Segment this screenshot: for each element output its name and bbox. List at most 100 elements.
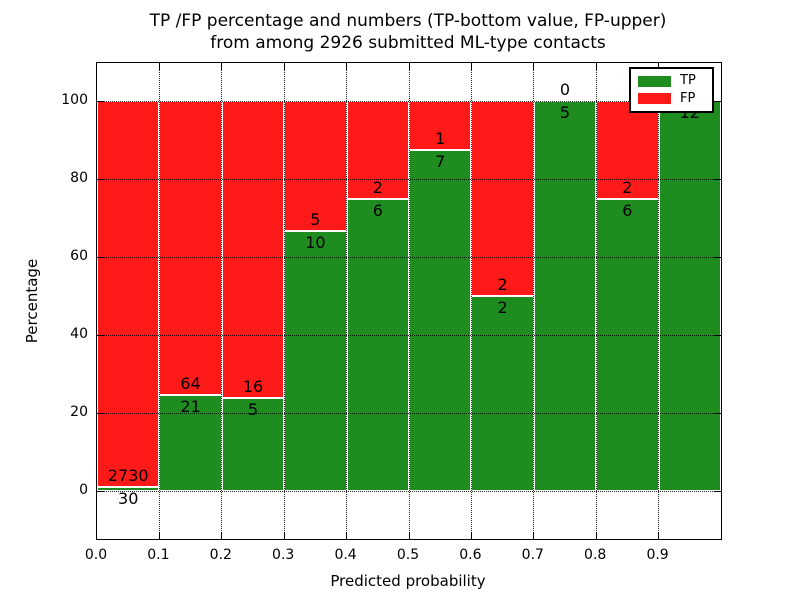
x-tick-label: 0.8	[584, 547, 607, 563]
bar-fp-segment	[409, 101, 472, 150]
x-tick-mark	[221, 63, 223, 70]
v-gridline	[158, 63, 160, 539]
bar-tp-segment	[97, 486, 160, 491]
y-tick-label: 0	[79, 482, 88, 498]
fp-count-label: 2	[622, 177, 633, 197]
y-tick-label: 60	[70, 248, 88, 264]
y-tick-mark	[714, 178, 721, 180]
bar-fp-segment	[159, 101, 222, 395]
fp-count-label: 16	[242, 377, 264, 397]
chart-title-line2: from among 2926 submitted ML-type contac…	[210, 33, 606, 53]
x-tick-mark	[408, 63, 410, 70]
bar-tp-segment	[596, 198, 659, 491]
legend: TP FP	[629, 67, 714, 113]
v-gridline	[533, 63, 535, 539]
fp-count-label: 2	[497, 275, 508, 294]
y-tick-label: 40	[70, 326, 88, 342]
tp-count-label: 7	[435, 151, 446, 171]
x-tick-mark	[346, 532, 348, 539]
chart-title: TP /FP percentage and numbers (TP-bottom…	[96, 10, 720, 54]
chart-title-line1: TP /FP percentage and numbers (TP-bottom…	[149, 11, 667, 31]
bar-tp-segment	[409, 149, 472, 491]
x-tick-label: 0.1	[147, 547, 170, 563]
legend-label-tp: TP	[680, 73, 696, 89]
y-tick-mark	[714, 412, 721, 414]
y-tick-mark	[714, 100, 721, 102]
bar-tp-segment	[658, 101, 721, 491]
x-tick-label: 0.2	[209, 547, 232, 563]
x-tick-mark	[158, 532, 160, 539]
v-gridline	[283, 63, 285, 539]
x-tick-label: 0.0	[84, 547, 108, 563]
fp-count-label: 5	[310, 210, 321, 229]
fp-count-label: 2730	[107, 465, 149, 485]
legend-item-fp: FP	[638, 90, 705, 106]
x-tick-label: 0.7	[521, 547, 544, 563]
x-tick-mark	[283, 63, 285, 70]
v-gridline	[470, 63, 472, 539]
y-tick-label: 80	[70, 170, 88, 186]
x-tick-mark	[346, 63, 348, 70]
y-tick-mark	[714, 256, 721, 258]
bar-fp-segment	[346, 101, 409, 199]
x-tick-mark	[470, 532, 472, 539]
fp-swatch-icon	[638, 93, 671, 105]
bar-tp-segment	[159, 394, 222, 491]
x-tick-label: 0.6	[459, 547, 482, 563]
x-tick-label: 0.5	[396, 547, 420, 563]
bar-fp-segment	[97, 101, 160, 487]
v-gridline	[658, 63, 660, 539]
plot-area: TP FP 27303064211655102617220526012	[96, 62, 722, 540]
x-tick-mark	[533, 532, 535, 539]
y-tick-mark	[97, 100, 104, 102]
tp-count-label: 6	[622, 200, 633, 220]
bar-fp-segment	[471, 101, 534, 296]
y-tick-mark	[97, 490, 104, 492]
y-tick-mark	[714, 334, 721, 336]
tp-count-label: 10	[305, 233, 326, 252]
x-tick-mark	[470, 63, 472, 70]
y-tick-mark	[97, 412, 104, 414]
x-tick-mark	[595, 532, 597, 539]
y-tick-label: 20	[70, 404, 88, 420]
tp-count-label: 21	[180, 396, 201, 416]
bar-tp-segment	[533, 101, 597, 491]
y-tick-mark	[97, 334, 104, 336]
v-gridline	[595, 63, 597, 539]
fp-count-label: 64	[180, 373, 201, 393]
x-tick-mark	[283, 532, 285, 539]
x-tick-mark	[595, 63, 597, 70]
y-tick-label: 100	[61, 92, 88, 108]
x-tick-mark	[408, 532, 410, 539]
x-tick-mark	[221, 532, 223, 539]
x-tick-mark	[658, 532, 660, 539]
x-tick-mark	[658, 63, 660, 70]
legend-label-fp: FP	[680, 90, 696, 106]
x-tick-label: 0.3	[272, 547, 295, 563]
v-gridline	[221, 63, 223, 539]
bar-tp-segment	[471, 296, 534, 491]
x-tick-mark	[158, 63, 160, 70]
y-tick-mark	[714, 490, 721, 492]
y-tick-mark	[97, 256, 104, 258]
tp-count-label: 2	[497, 298, 508, 317]
fp-count-label: 0	[559, 80, 571, 99]
x-tick-mark	[533, 63, 535, 70]
tp-count-label: 6	[372, 200, 383, 220]
tp-count-label: 5	[247, 400, 259, 420]
x-axis-label: Predicted probability	[330, 572, 486, 590]
v-gridline	[346, 63, 348, 539]
x-tick-label: 0.9	[646, 547, 669, 563]
x-tick-label: 0.4	[334, 547, 357, 563]
bar-tp-segment	[346, 198, 409, 491]
y-tick-mark	[97, 178, 104, 180]
y-axis-label: Percentage	[23, 258, 41, 344]
bar-fp-segment	[221, 101, 285, 399]
fp-count-label: 1	[435, 128, 446, 148]
v-gridline	[408, 63, 410, 539]
tp-count-label: 30	[118, 488, 139, 508]
bar-fp-segment	[596, 101, 659, 199]
tp-count-label: 5	[559, 103, 571, 122]
legend-item-tp: TP	[638, 74, 705, 88]
